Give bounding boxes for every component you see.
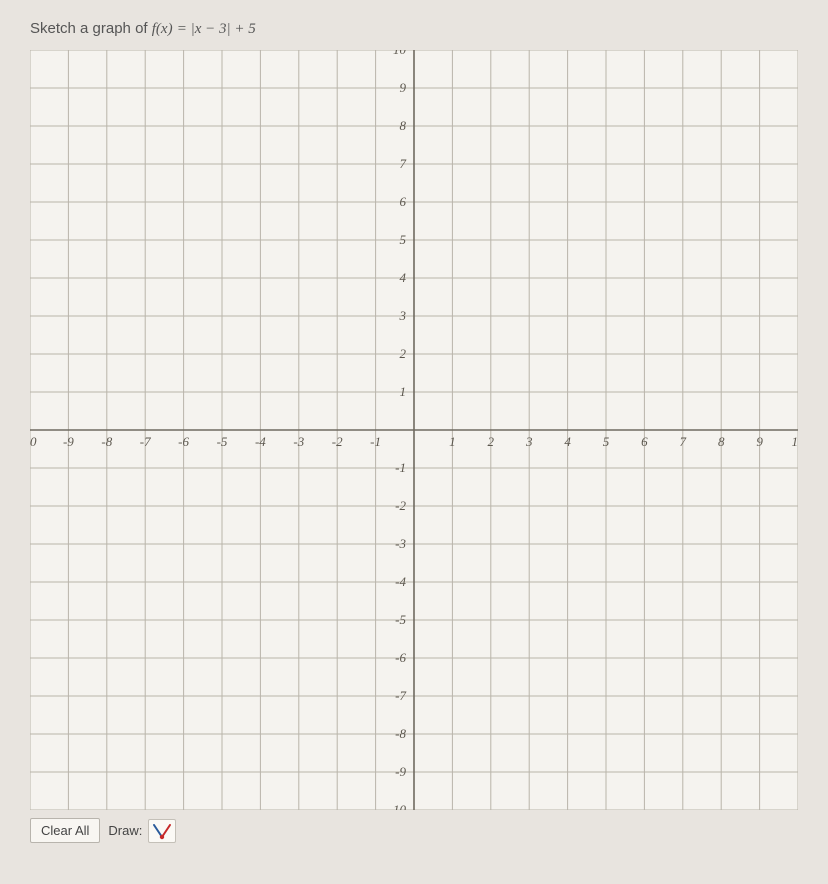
- svg-text:6: 6: [400, 194, 407, 209]
- clear-all-button[interactable]: Clear All: [30, 818, 100, 843]
- svg-text:7: 7: [680, 434, 687, 449]
- svg-text:2: 2: [400, 346, 407, 361]
- svg-text:10: 10: [30, 434, 37, 449]
- svg-text:10: 10: [393, 50, 407, 57]
- svg-text:-2: -2: [332, 434, 343, 449]
- prompt-fn-rhs: |x − 3| + 5: [191, 21, 256, 37]
- svg-text:1: 1: [400, 384, 407, 399]
- svg-text:8: 8: [718, 434, 725, 449]
- graph-canvas[interactable]: 10 -9 -8 -7 -6 -5 -4 -3 -2 -1 1 2 3 4 5 6 7 8 9 10 1 2 3 4 5 6 7 8 9…: [30, 50, 798, 810]
- draw-tool-absolute-value[interactable]: [148, 819, 176, 843]
- svg-text:-2: -2: [395, 498, 406, 513]
- v-shape-icon: [151, 822, 173, 840]
- draw-label: Draw:: [108, 823, 142, 838]
- svg-text:-9: -9: [63, 434, 74, 449]
- svg-text:5: 5: [603, 434, 610, 449]
- svg-text:6: 6: [641, 434, 648, 449]
- svg-text:-10: -10: [389, 802, 407, 810]
- svg-text:-3: -3: [395, 536, 406, 551]
- svg-text:-5: -5: [395, 612, 406, 627]
- svg-text:3: 3: [525, 434, 533, 449]
- svg-text:2: 2: [488, 434, 495, 449]
- svg-text:-9: -9: [395, 764, 406, 779]
- svg-text:10: 10: [792, 434, 799, 449]
- svg-text:-4: -4: [395, 574, 406, 589]
- svg-text:7: 7: [400, 156, 407, 171]
- svg-text:-1: -1: [395, 460, 406, 475]
- svg-text:-4: -4: [255, 434, 266, 449]
- svg-text:-8: -8: [101, 434, 112, 449]
- svg-text:-6: -6: [178, 434, 189, 449]
- svg-text:-8: -8: [395, 726, 406, 741]
- prompt-fn-lhs: f(x): [152, 21, 173, 37]
- svg-text:3: 3: [399, 308, 407, 323]
- svg-text:4: 4: [564, 434, 571, 449]
- svg-text:4: 4: [400, 270, 407, 285]
- svg-text:-7: -7: [140, 434, 151, 449]
- svg-text:-3: -3: [293, 434, 304, 449]
- svg-text:8: 8: [400, 118, 407, 133]
- svg-text:9: 9: [756, 434, 763, 449]
- coordinate-grid: 10 -9 -8 -7 -6 -5 -4 -3 -2 -1 1 2 3 4 5 6 7 8 9 10 1 2 3 4 5 6 7 8 9…: [30, 50, 798, 810]
- prompt-eq: =: [177, 21, 191, 37]
- question-prompt: Sketch a graph of f(x) = |x − 3| + 5: [30, 20, 798, 38]
- graph-toolbar: Clear All Draw:: [30, 818, 798, 843]
- prompt-prefix: Sketch a graph of: [30, 20, 152, 37]
- svg-text:-7: -7: [395, 688, 406, 703]
- svg-text:-1: -1: [370, 434, 381, 449]
- svg-text:-6: -6: [395, 650, 406, 665]
- svg-text:5: 5: [400, 232, 407, 247]
- svg-text:1: 1: [449, 434, 456, 449]
- svg-text:9: 9: [400, 80, 407, 95]
- svg-text:-5: -5: [217, 434, 228, 449]
